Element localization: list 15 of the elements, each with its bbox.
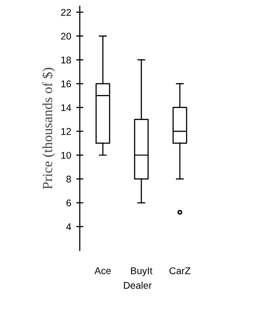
y-tick-label: 22 <box>61 8 71 16</box>
y-tick-label: 6 <box>66 199 71 206</box>
x-tick-label: BuyIt <box>131 267 152 276</box>
y-tick-label: 10 <box>61 152 72 159</box>
x-axis-title: Dealer <box>124 282 152 289</box>
x-tick-label: CarZ <box>170 267 190 274</box>
y-tick-label: 18 <box>61 56 71 64</box>
y-tick-label: 20 <box>61 32 72 40</box>
y-axis-title: Price (thousands of $) <box>42 68 56 190</box>
y-tick-label: 12 <box>61 128 71 135</box>
y-tick-label: 4 <box>66 223 72 230</box>
y-tick-label: 16 <box>61 80 71 88</box>
y-tick-label: 14 <box>61 104 72 112</box>
x-tick-label: Ace <box>94 267 111 274</box>
y-tick-label: 8 <box>66 176 71 183</box>
